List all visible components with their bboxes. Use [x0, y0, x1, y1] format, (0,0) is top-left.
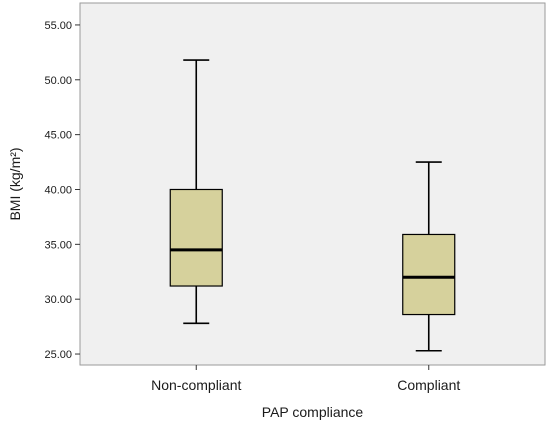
box-non-compliant	[169, 59, 223, 325]
y-tick-label: 55.00	[44, 20, 72, 32]
x-tick-label: Non-compliant	[151, 377, 241, 393]
y-tick-label: 50.00	[44, 75, 72, 87]
y-tick-label: 25.00	[44, 349, 72, 361]
x-tick-label: Compliant	[397, 377, 460, 393]
plot-area	[79, 2, 546, 366]
y-tick-label: 35.00	[44, 239, 72, 251]
iqr-box	[169, 188, 223, 287]
y-axis: 25.00 30.00 35.00 40.00 45.00 50.00 55.00	[44, 20, 80, 361]
y-tick-label: 45.00	[44, 130, 72, 142]
x-axis-label: PAP compliance	[262, 404, 364, 420]
y-tick-label: 30.00	[44, 294, 72, 306]
box-series	[169, 59, 456, 352]
box-compliant	[402, 161, 456, 352]
iqr-box	[402, 233, 456, 316]
x-axis: Non-compliant Compliant	[151, 365, 460, 393]
y-axis-label: BMI (kg/m²)	[7, 147, 23, 220]
y-tick-label: 40.00	[44, 184, 72, 196]
